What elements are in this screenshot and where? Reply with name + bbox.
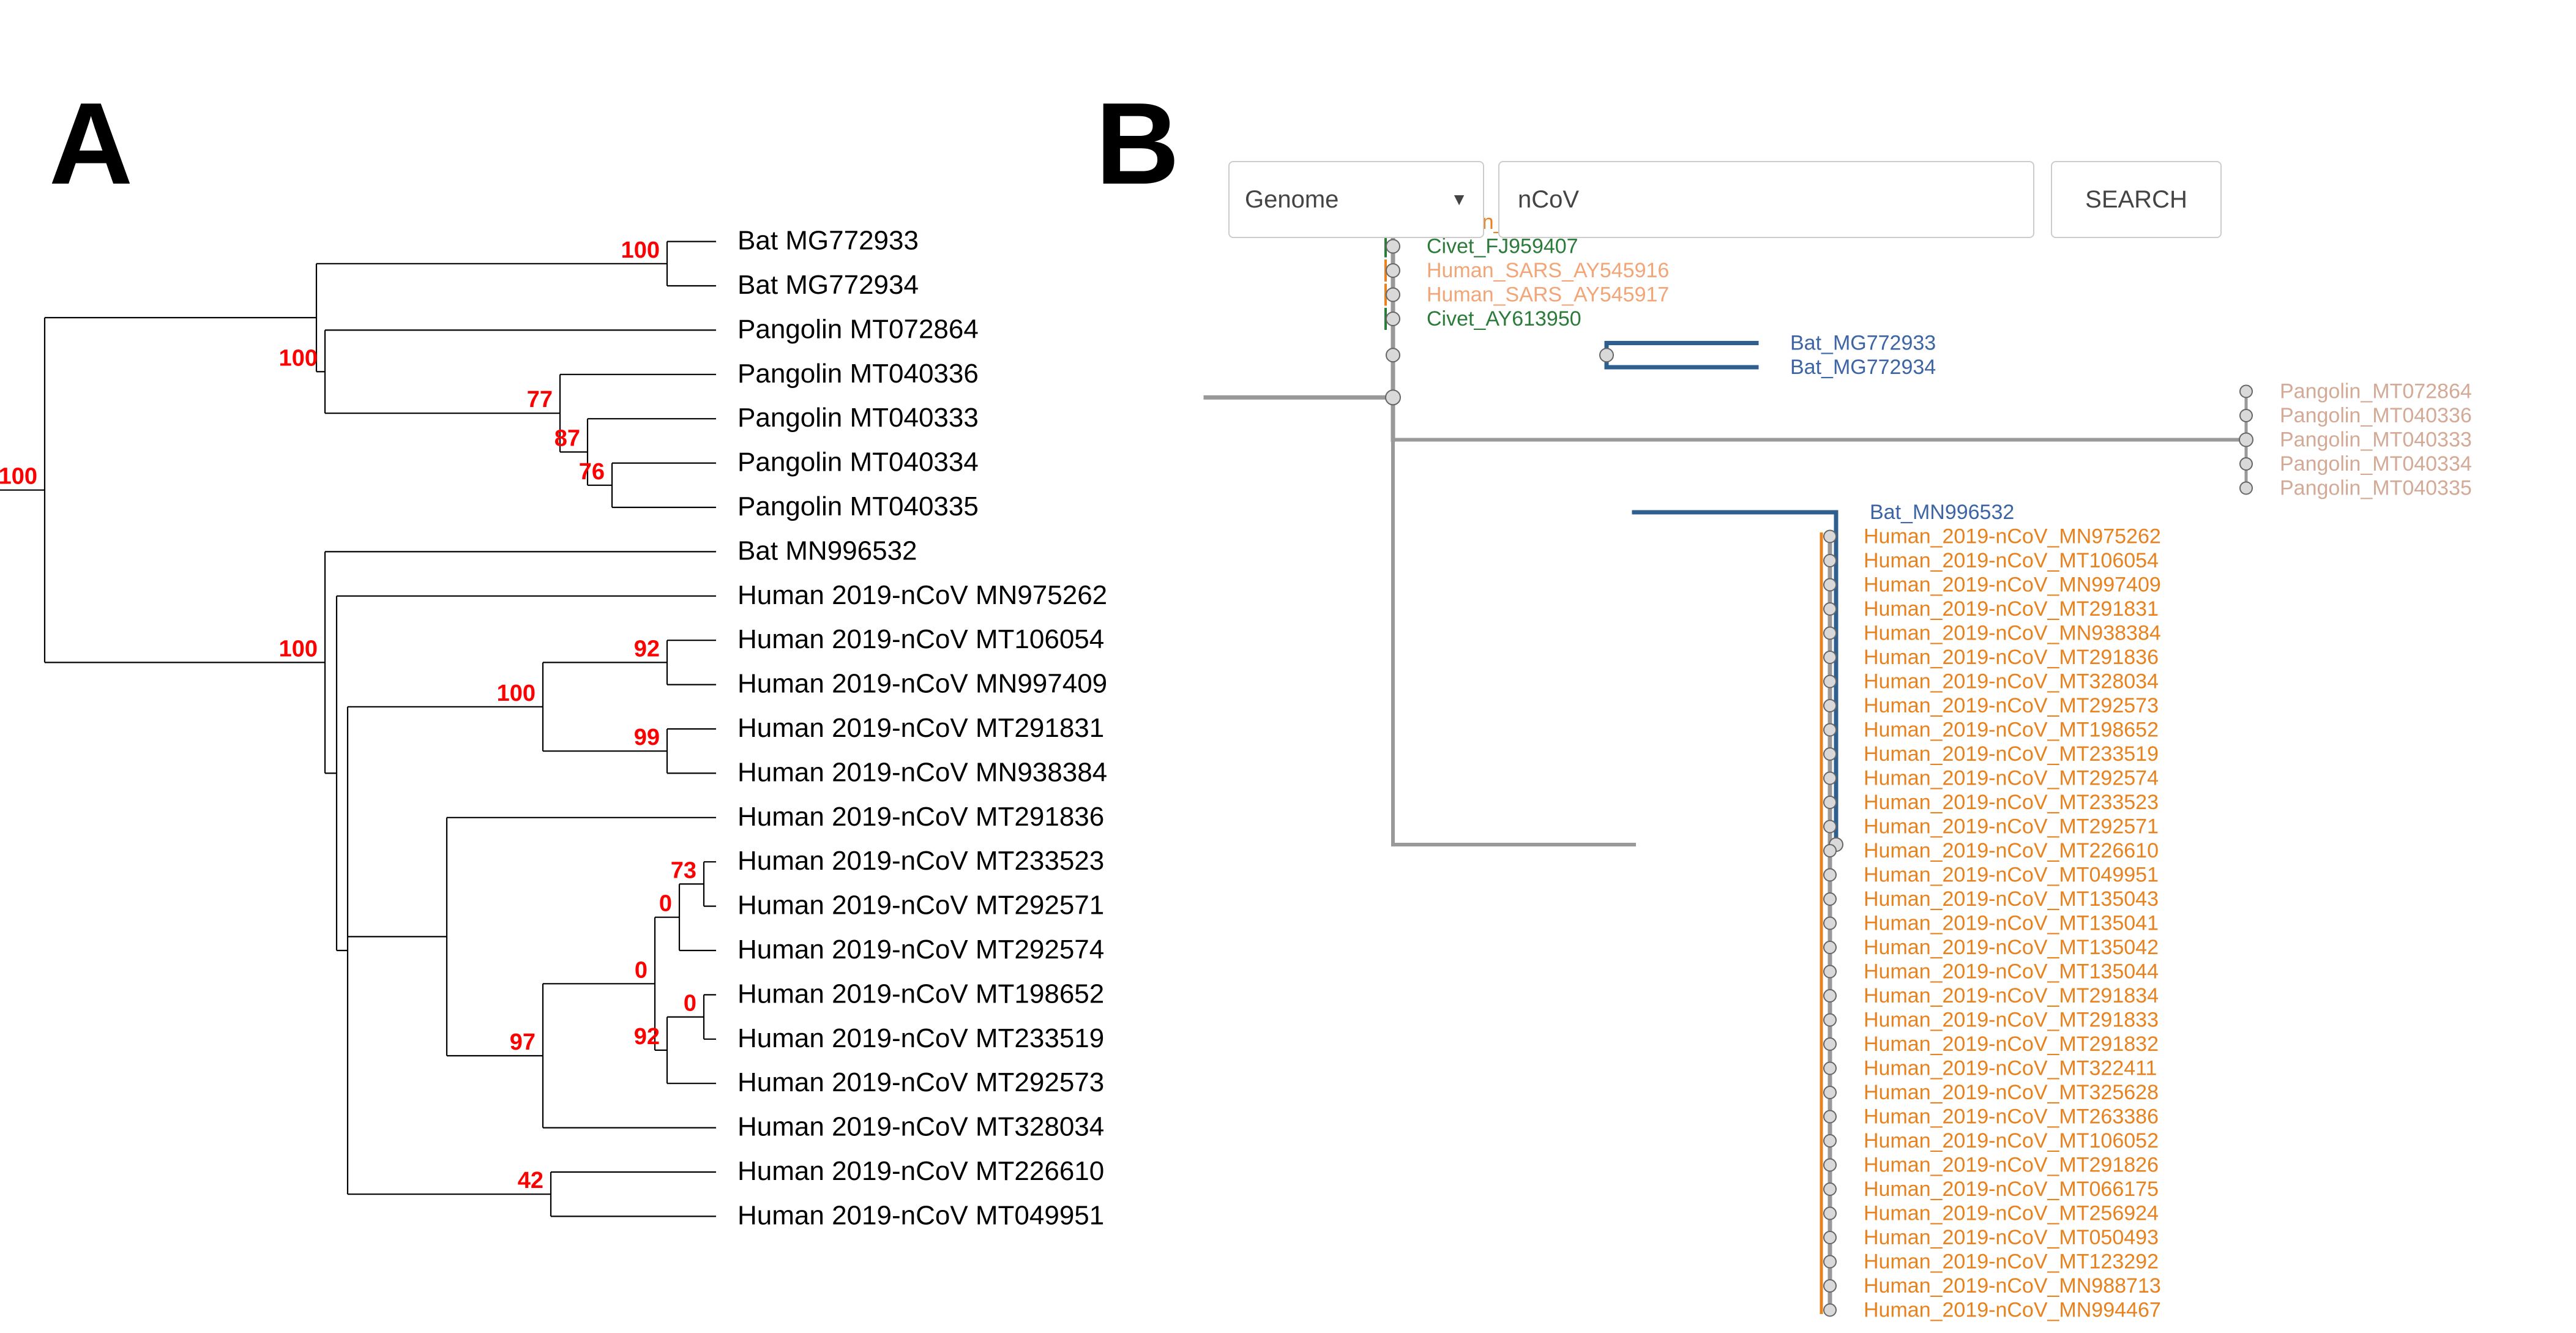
svg-text:B: B — [1096, 79, 1179, 209]
svg-text:Human 2019-nCoV MT292574: Human 2019-nCoV MT292574 — [737, 935, 1104, 965]
svg-text:Human_2019-nCoV_MT233519: Human_2019-nCoV_MT233519 — [1864, 742, 2159, 766]
svg-text:Bat MG772933: Bat MG772933 — [737, 226, 919, 256]
svg-text:Human_2019-nCoV_MT066175: Human_2019-nCoV_MT066175 — [1864, 1178, 2159, 1201]
svg-text:Civet_AY613950: Civet_AY613950 — [1427, 307, 1581, 330]
svg-text:Human_2019-nCoV_MT291826: Human_2019-nCoV_MT291826 — [1864, 1154, 2159, 1177]
svg-text:Human 2019-nCoV MT292573: Human 2019-nCoV MT292573 — [737, 1067, 1104, 1097]
svg-text:Human_2019-nCoV_MT106054: Human_2019-nCoV_MT106054 — [1864, 549, 2159, 572]
svg-text:Human_2019-nCoV_MT291834: Human_2019-nCoV_MT291834 — [1864, 984, 2159, 1007]
svg-text:92: 92 — [634, 636, 660, 662]
svg-text:100: 100 — [0, 464, 37, 490]
svg-text:Pangolin MT040336: Pangolin MT040336 — [737, 359, 979, 389]
svg-text:Human_2019-nCoV_MN988713: Human_2019-nCoV_MN988713 — [1864, 1274, 2161, 1298]
svg-text:Human_2019-nCoV_MT291836: Human_2019-nCoV_MT291836 — [1864, 646, 2159, 669]
svg-text:Human 2019-nCoV MN997409: Human 2019-nCoV MN997409 — [737, 669, 1107, 699]
svg-text:Human_SARS_AY545917: Human_SARS_AY545917 — [1427, 283, 1669, 307]
svg-text:Human_2019-nCoV_MT291832: Human_2019-nCoV_MT291832 — [1864, 1032, 2159, 1056]
svg-text:Human 2019-nCoV MN975262: Human 2019-nCoV MN975262 — [737, 580, 1107, 610]
svg-text:Human_2019-nCoV_MT226610: Human_2019-nCoV_MT226610 — [1864, 839, 2159, 862]
svg-text:Human_2019-nCoV_MT292571: Human_2019-nCoV_MT292571 — [1864, 815, 2159, 838]
svg-text:Human 2019-nCoV MT198652: Human 2019-nCoV MT198652 — [737, 979, 1104, 1009]
svg-text:Bat_MG772933: Bat_MG772933 — [1790, 332, 1936, 355]
svg-text:0: 0 — [635, 957, 648, 983]
svg-text:Human 2019-nCoV MT233519: Human 2019-nCoV MT233519 — [737, 1023, 1104, 1053]
svg-text:73: 73 — [671, 857, 696, 883]
svg-text:Human 2019-nCoV MT106054: Human 2019-nCoV MT106054 — [737, 624, 1104, 654]
svg-text:Human_2019-nCoV_MT233523: Human_2019-nCoV_MT233523 — [1864, 791, 2159, 814]
svg-text:Human_2019-nCoV_MT050493: Human_2019-nCoV_MT050493 — [1864, 1226, 2159, 1249]
svg-text:Human 2019-nCoV MT291831: Human 2019-nCoV MT291831 — [737, 713, 1104, 743]
svg-text:Bat MG772934: Bat MG772934 — [737, 270, 919, 300]
svg-text:Human_2019-nCoV_MT198652: Human_2019-nCoV_MT198652 — [1864, 719, 2159, 742]
svg-text:Human_2019-nCoV_MT049951: Human_2019-nCoV_MT049951 — [1864, 864, 2159, 887]
svg-text:A: A — [49, 79, 133, 209]
svg-text:100: 100 — [279, 636, 318, 662]
svg-text:87: 87 — [554, 426, 580, 452]
svg-text:Pangolin_MT040334: Pangolin_MT040334 — [2280, 452, 2472, 476]
svg-text:Human_2019-nCoV_MT291833: Human_2019-nCoV_MT291833 — [1864, 1009, 2159, 1032]
svg-text:Human_2019-nCoV_MT135044: Human_2019-nCoV_MT135044 — [1864, 960, 2159, 984]
svg-text:Human 2019-nCoV MT233523: Human 2019-nCoV MT233523 — [737, 846, 1104, 876]
svg-text:Human_2019-nCoV_MT325628: Human_2019-nCoV_MT325628 — [1864, 1081, 2159, 1104]
svg-text:77: 77 — [527, 387, 553, 413]
svg-text:0: 0 — [684, 991, 696, 1017]
svg-text:Human_2019-nCoV_MT328034: Human_2019-nCoV_MT328034 — [1864, 670, 2159, 693]
svg-text:Human_2019-nCoV_MT322411: Human_2019-nCoV_MT322411 — [1864, 1057, 2157, 1080]
svg-text:Human 2019-nCoV MT328034: Human 2019-nCoV MT328034 — [737, 1112, 1104, 1142]
svg-text:Human_2019-nCoV_MT263386: Human_2019-nCoV_MT263386 — [1864, 1105, 2159, 1129]
svg-text:Pangolin_MT040333: Pangolin_MT040333 — [2280, 428, 2472, 452]
svg-text:Human_2019-nCoV_MT291831: Human_2019-nCoV_MT291831 — [1864, 597, 2159, 621]
svg-text:100: 100 — [621, 237, 660, 263]
svg-text:Bat_MG772934: Bat_MG772934 — [1790, 356, 1936, 379]
svg-text:Human_2019-nCoV_MT106052: Human_2019-nCoV_MT106052 — [1864, 1129, 2159, 1152]
svg-text:Bat MN996532: Bat MN996532 — [737, 536, 917, 566]
svg-text:Civet_FJ959407: Civet_FJ959407 — [1427, 235, 1578, 258]
svg-text:Human_2019-nCoV_MT123292: Human_2019-nCoV_MT123292 — [1864, 1250, 2159, 1274]
svg-text:Pangolin_MT040336: Pangolin_MT040336 — [2280, 404, 2472, 427]
svg-text:Human_2019-nCoV_MN994467: Human_2019-nCoV_MN994467 — [1864, 1299, 2161, 1322]
svg-text:Human_2019-nCoV_MN975262: Human_2019-nCoV_MN975262 — [1864, 525, 2161, 548]
svg-text:Pangolin MT072864: Pangolin MT072864 — [737, 314, 979, 344]
svg-text:42: 42 — [518, 1168, 543, 1193]
svg-text:100: 100 — [279, 345, 318, 371]
svg-text:Pangolin MT040334: Pangolin MT040334 — [737, 447, 979, 477]
svg-text:Human_2019-nCoV_MT135042: Human_2019-nCoV_MT135042 — [1864, 936, 2159, 959]
svg-text:Human_2019-nCoV_MT135041: Human_2019-nCoV_MT135041 — [1864, 912, 2159, 935]
svg-text:97: 97 — [510, 1029, 536, 1055]
svg-text:Human 2019-nCoV MT291836: Human 2019-nCoV MT291836 — [737, 802, 1104, 832]
svg-text:Human_2019-nCoV_MT135043: Human_2019-nCoV_MT135043 — [1864, 887, 2159, 911]
svg-text:Human_2019-nCoV_MN938384: Human_2019-nCoV_MN938384 — [1864, 622, 2161, 645]
svg-text:Pangolin MT040335: Pangolin MT040335 — [737, 491, 979, 521]
svg-text:Human_2019-nCoV_MT292573: Human_2019-nCoV_MT292573 — [1864, 694, 2159, 717]
svg-text:Pangolin_MT072864: Pangolin_MT072864 — [2280, 380, 2472, 403]
svg-text:100: 100 — [497, 681, 536, 706]
svg-text:Human 2019-nCoV MT226610: Human 2019-nCoV MT226610 — [737, 1156, 1104, 1186]
svg-text:Human_2019-nCoV_MN997409: Human_2019-nCoV_MN997409 — [1864, 573, 2161, 597]
svg-text:Pangolin_MT040335: Pangolin_MT040335 — [2280, 477, 2472, 500]
svg-text:76: 76 — [579, 459, 605, 485]
svg-text:Human 2019-nCoV MT049951: Human 2019-nCoV MT049951 — [737, 1200, 1104, 1230]
svg-text:Human_2019-nCoV_MT256924: Human_2019-nCoV_MT256924 — [1864, 1202, 2159, 1225]
svg-text:0: 0 — [659, 891, 672, 917]
svg-text:Human 2019-nCoV MN938384: Human 2019-nCoV MN938384 — [737, 757, 1107, 787]
svg-text:Bat_MN996532: Bat_MN996532 — [1870, 501, 2014, 524]
svg-text:Human_2019-nCoV_MT292574: Human_2019-nCoV_MT292574 — [1864, 767, 2159, 790]
svg-text:Human_SARS_AY545916: Human_SARS_AY545916 — [1427, 259, 1669, 282]
svg-text:Pangolin MT040333: Pangolin MT040333 — [737, 403, 979, 433]
svg-text:99: 99 — [634, 725, 660, 750]
svg-text:92: 92 — [634, 1024, 660, 1050]
svg-text:Human 2019-nCoV MT292571: Human 2019-nCoV MT292571 — [737, 891, 1104, 920]
